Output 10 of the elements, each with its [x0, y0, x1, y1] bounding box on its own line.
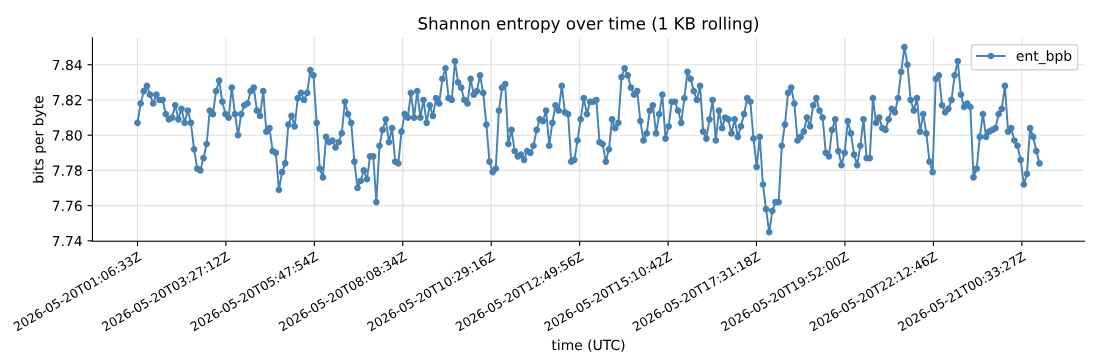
y-tick-label: 7.84 — [52, 59, 82, 71]
x-axis-title: time (UTC) — [551, 339, 625, 352]
legend-label: ent_bpb — [1016, 50, 1072, 65]
y-tick-label: 7.82 — [52, 94, 82, 106]
y-tick-label: 7.74 — [52, 236, 82, 247]
chart-title: Shannon entropy over time (1 KB rolling) — [418, 16, 759, 33]
y-axis-title: bits per byte — [32, 96, 47, 183]
y-tick-label: 7.80 — [52, 130, 82, 141]
y-tick-label: 7.76 — [52, 200, 82, 212]
y-tick-label: 7.78 — [52, 165, 82, 176]
